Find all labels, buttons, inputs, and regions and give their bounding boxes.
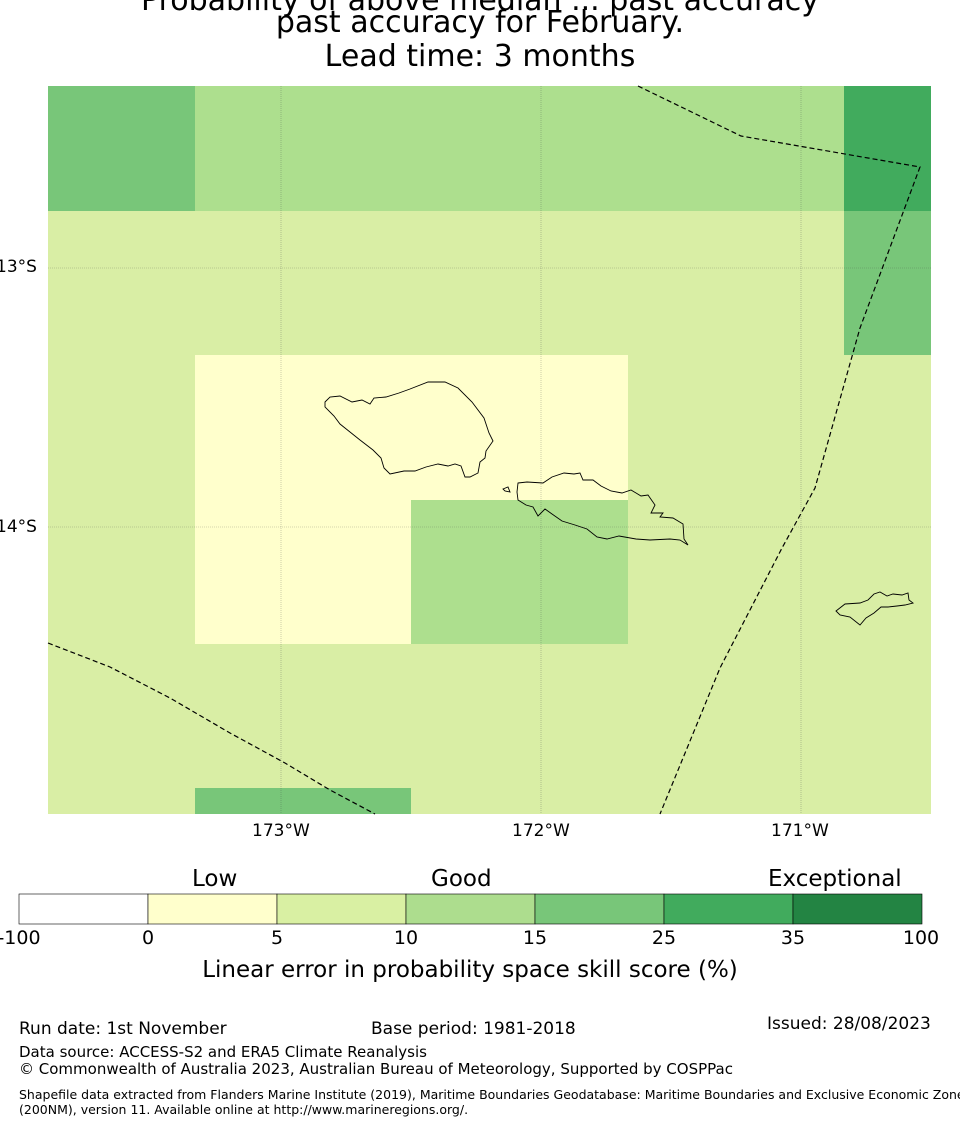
grid-cell — [411, 211, 628, 355]
islands — [324, 381, 915, 626]
grid-cell — [48, 644, 195, 788]
copyright: © Commonwealth of Australia 2023, Austra… — [19, 1060, 733, 1078]
colorbar-label: Linear error in probability space skill … — [202, 957, 738, 983]
colorbar-swatch — [276, 893, 407, 925]
lon-tick-171w: 171°W — [771, 821, 829, 841]
grid-cell — [48, 86, 195, 211]
grid-cell — [411, 788, 628, 814]
upolu-island — [516, 472, 689, 546]
graticule — [48, 86, 931, 814]
grid-cell — [411, 500, 628, 644]
grid-cell — [48, 788, 195, 814]
colorbar-tick: 5 — [270, 927, 284, 949]
grid-cell — [628, 500, 844, 644]
shapefile-credit-line-1: Shapefile data extracted from Flanders M… — [19, 1087, 960, 1102]
grid-cell — [48, 355, 195, 500]
colorbar-swatch — [663, 893, 794, 925]
skill-grid — [48, 86, 931, 814]
colorbar — [18, 893, 923, 925]
grid-cell — [48, 500, 195, 644]
lat-tick-13s: 13°S — [0, 257, 37, 277]
colorbar-tick: 100 — [902, 927, 940, 949]
grid-cell — [195, 644, 411, 788]
colorbar-swatch — [534, 893, 665, 925]
colorbar-swatch — [147, 893, 278, 925]
grid-cell — [411, 355, 628, 500]
colorbar-tick: 35 — [780, 927, 806, 949]
maritime-boundaries — [47, 85, 921, 815]
colorbar-swatch — [18, 893, 149, 925]
grid-cell — [628, 644, 844, 788]
data-source: Data source: ACCESS-S2 and ERA5 Climate … — [19, 1043, 427, 1061]
grid-cell — [844, 500, 931, 644]
title-line-3: Lead time: 3 months — [324, 39, 636, 74]
manono-island — [502, 486, 511, 493]
colorbar-tick: 25 — [651, 927, 677, 949]
lat-tick-14s: 14°S — [0, 517, 37, 537]
colorbar-tick: 15 — [522, 927, 548, 949]
grid-cell — [628, 788, 844, 814]
colorbar-category-low: Low — [192, 866, 238, 892]
issued-date: Issued: 28/08/2023 — [767, 1014, 931, 1034]
grid-cell — [844, 788, 931, 814]
grid-cell — [844, 211, 931, 355]
tutuila-island — [835, 591, 915, 626]
grid-cell — [48, 211, 195, 355]
grid-cell — [411, 644, 628, 788]
map-figure — [18, 85, 931, 925]
run-date: Run date: 1st November — [19, 1019, 227, 1039]
grid-cell — [195, 355, 411, 500]
colorbar-swatch — [792, 893, 923, 925]
colorbar-category-good: Good — [431, 866, 492, 892]
grid-cell — [195, 500, 411, 644]
grid-cell — [195, 211, 411, 355]
grid-cell — [628, 86, 844, 211]
shapefile-credit-line-2: (200NM), version 11. Available online at… — [19, 1102, 469, 1117]
colorbar-category-exceptional: Exceptional — [768, 866, 902, 892]
grid-cell — [628, 211, 844, 355]
grid-cell — [844, 644, 931, 788]
grid-cell — [844, 355, 931, 500]
colorbar-tick: 10 — [393, 927, 419, 949]
title-line-1: Probability of above median ... past acc… — [141, 0, 819, 18]
grid-cell — [195, 86, 411, 211]
title-line-2: past accuracy for February. — [275, 5, 685, 40]
grid-cell — [195, 788, 411, 814]
lon-tick-173w: 173°W — [252, 821, 310, 841]
grid-cell — [411, 86, 628, 211]
colorbar-tick: -100 — [0, 927, 41, 949]
grid-cell — [844, 86, 931, 211]
lon-tick-172w: 172°W — [512, 821, 570, 841]
savaii-island — [324, 381, 494, 478]
grid-cell — [628, 355, 844, 500]
colorbar-tick: 0 — [141, 927, 155, 949]
base-period: Base period: 1981-2018 — [371, 1019, 576, 1039]
colorbar-swatch — [405, 893, 536, 925]
